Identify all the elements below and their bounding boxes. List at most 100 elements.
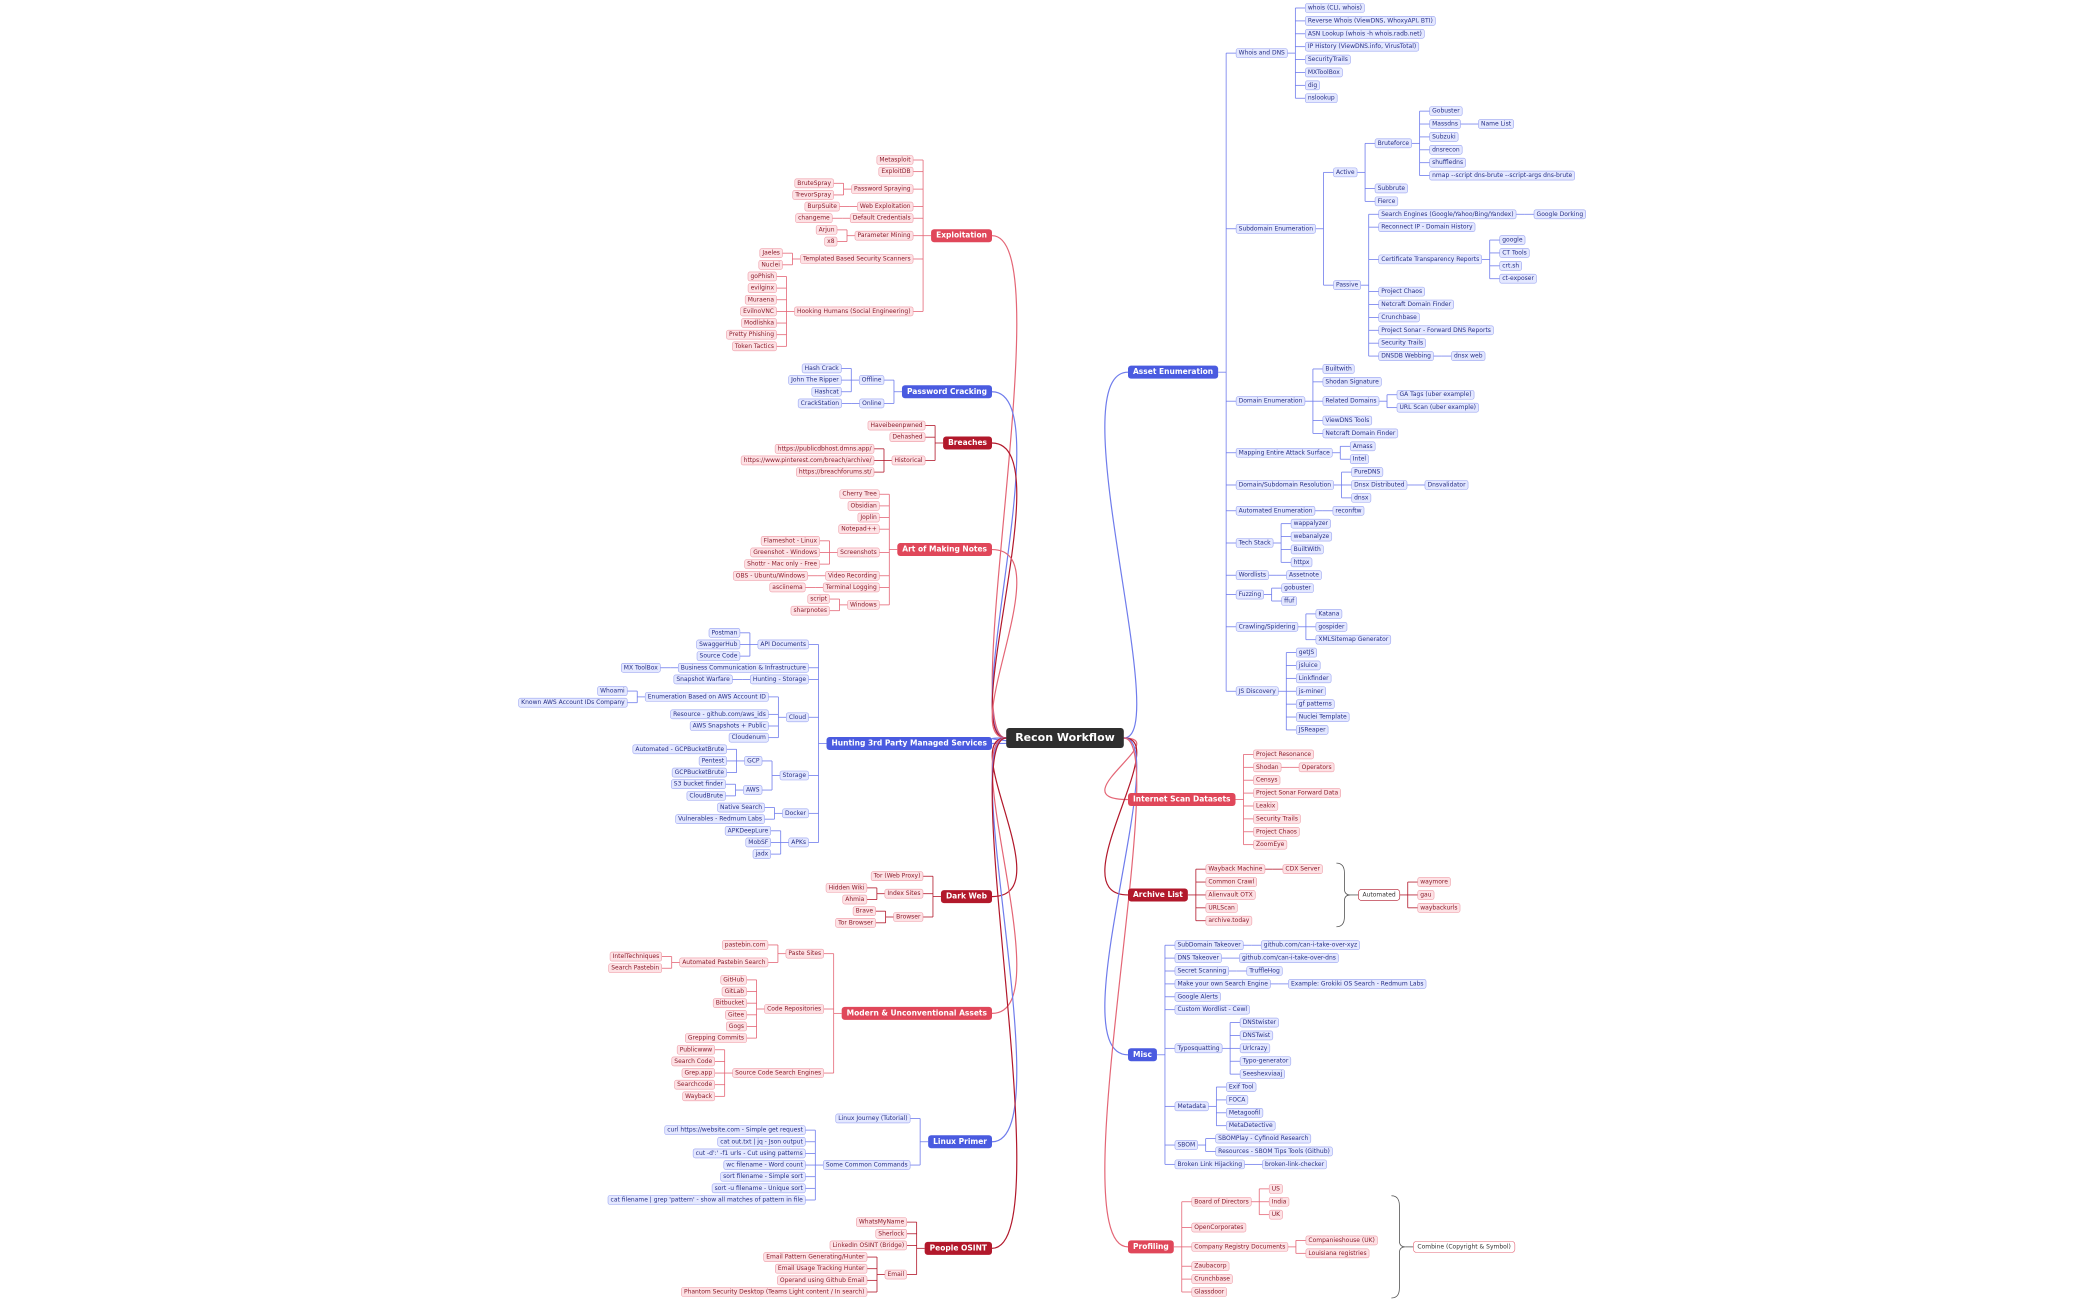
topic-node-text: Crunchbase: [1381, 314, 1417, 321]
topic-node: Assetnote: [1286, 570, 1322, 581]
topic-node-text: Fierce: [1378, 198, 1396, 205]
topic-node: reconftw: [1332, 505, 1365, 516]
topic-node: gau: [1417, 890, 1435, 900]
topic-node-text: Arjun: [819, 226, 835, 233]
topic-node-text: Massdns: [1432, 121, 1458, 128]
topic-node-box: [750, 674, 809, 685]
topic-node-box: [1378, 338, 1426, 348]
topic-node-box: [801, 363, 842, 374]
topic-node-box: [1295, 673, 1332, 684]
topic-node-text: GCPBucketBrute: [675, 769, 725, 776]
topic-node-text: cat out.txt | jq - Json output: [720, 1138, 803, 1145]
branch-node-text: Hunting 3rd Party Managed Services: [832, 738, 988, 747]
topic-node: Sherlock: [875, 1228, 907, 1239]
topic-node-box: [1174, 966, 1230, 976]
branch-node-text: Asset Enumeration: [1133, 367, 1213, 376]
topic-node: Glassdoor: [1191, 1287, 1227, 1297]
topic-node-box: [1378, 209, 1517, 220]
branch-connector: [1104, 737, 1138, 1248]
topic-node: Shodan: [1253, 762, 1282, 773]
topic-node: jsluice: [1295, 660, 1321, 671]
topic-node-text: Custom Wordlist - Cewl: [1177, 1006, 1247, 1013]
topic-node-box: [671, 1056, 715, 1067]
topic-node-text: BuiltWith: [1294, 546, 1321, 553]
topic-node: Searchcode: [674, 1079, 715, 1090]
topic-node-box: [692, 1148, 806, 1159]
topic-node-box: [763, 1252, 868, 1262]
topic-node-box: [1305, 54, 1351, 65]
topic-node-text: Storage: [783, 772, 807, 779]
topic-node: Zaubacorp: [1191, 1261, 1230, 1272]
branch-node: Asset Enumeration: [1128, 365, 1219, 379]
topic-node-box: [676, 1044, 715, 1055]
topic-node-text: Board of Directors: [1194, 1198, 1248, 1205]
topic-node-text: SwaggerHub: [699, 641, 737, 648]
topic-node: Storage: [779, 770, 809, 781]
topic-node-text: Tor (Web Proxy): [873, 873, 921, 880]
topic-node-box: [851, 184, 914, 194]
topic-node-text: Google Dorking: [1537, 211, 1584, 218]
topic-node: dnsrecon: [1429, 145, 1463, 155]
topic-node-text: ViewDNS Tools: [1325, 417, 1369, 424]
topic-node-text: Domain Enumeration: [1239, 398, 1303, 405]
topic-node: Arjun: [815, 225, 838, 235]
topic-node: wc filename - Word count: [723, 1160, 806, 1170]
topic-node-box: [757, 639, 809, 650]
topic-node: Video Recording: [825, 570, 880, 581]
topic-node-text: Ahmia: [845, 896, 864, 903]
topic-node-box: [1429, 170, 1575, 181]
topic-node-box: [1374, 196, 1399, 207]
topic-node-text: Bruteforce: [1378, 140, 1410, 147]
topic-node: EvilnoVNC: [740, 306, 777, 317]
topic-node-text: httpx: [1294, 559, 1310, 566]
topic-node-text: Subbrute: [1378, 185, 1406, 192]
topic-node-box: [1290, 531, 1333, 542]
topic-node-text: Video Recording: [828, 572, 877, 579]
topic-node-box: [1235, 589, 1264, 600]
topic-node-text: Security Trails: [1381, 340, 1423, 347]
topic-node: GitLab: [721, 986, 747, 997]
topic-node-text: ZoomEye: [1256, 841, 1285, 848]
topic-node: Reconnect IP - Domain History: [1378, 222, 1476, 232]
topic-node: Project Chaos: [1253, 826, 1300, 837]
topic-node-text: Google Alerts: [1177, 993, 1217, 1000]
topic-node-text: URL Scan (uber example): [1400, 404, 1477, 411]
topic-node-box: [740, 455, 875, 466]
topic-node-text: js-miner: [1298, 688, 1324, 695]
topic-node-box: [1282, 864, 1323, 874]
topic-node-text: Passive: [1336, 282, 1358, 289]
topic-node: Snapshot Warfare: [673, 674, 733, 685]
topic-node-box: [1235, 396, 1306, 406]
topic-node-box: [696, 651, 741, 661]
topic-node-text: APKDeepLure: [728, 827, 769, 834]
topic-node-text: IP History (ViewDNS.info, VirusTotal): [1308, 43, 1416, 50]
branch-connector: [991, 442, 1018, 739]
topic-node: Linux Journey (Tutorial): [835, 1113, 911, 1124]
topic-node-box: [1239, 1056, 1292, 1067]
topic-node-text: Intel: [1353, 456, 1367, 463]
branch-node: Profiling: [1128, 1240, 1174, 1254]
topic-node: cat filename | grep 'pattern' - show all…: [607, 1195, 806, 1205]
topic-node: Urlcrazy: [1239, 1043, 1271, 1054]
topic-node-box: [689, 721, 769, 731]
topic-node-text: Assetnote: [1289, 572, 1319, 579]
topic-node: Metasploit: [876, 155, 914, 165]
topic-node: sort -u filename - Unique sort: [711, 1183, 806, 1194]
topic-node: Tor Browser: [835, 918, 876, 928]
topic-node-text: Vulnerables - Redmum Labs: [678, 816, 762, 823]
topic-node-box: [1246, 966, 1283, 976]
topic-node-box: [849, 213, 914, 224]
branch-node-text: Password Cracking: [907, 387, 987, 396]
summary-node: Automated: [1358, 889, 1401, 901]
topic-node: OpenCorporates: [1191, 1222, 1247, 1233]
topic-node-box: [807, 594, 830, 604]
summary-node-text: Combine (Copyright & Symbol): [1417, 1243, 1510, 1250]
topic-node-text: x8: [827, 238, 835, 245]
topic-node-text: PureDNS: [1354, 469, 1380, 476]
topic-node-box: [1260, 940, 1360, 951]
topic-node-box: [681, 1068, 715, 1078]
topic-node-text: Domain/Subdomain Resolution: [1239, 481, 1332, 488]
branch-connector: [1104, 737, 1138, 896]
topic-node-box: [800, 254, 914, 264]
topic-node-box: [1239, 1069, 1285, 1079]
